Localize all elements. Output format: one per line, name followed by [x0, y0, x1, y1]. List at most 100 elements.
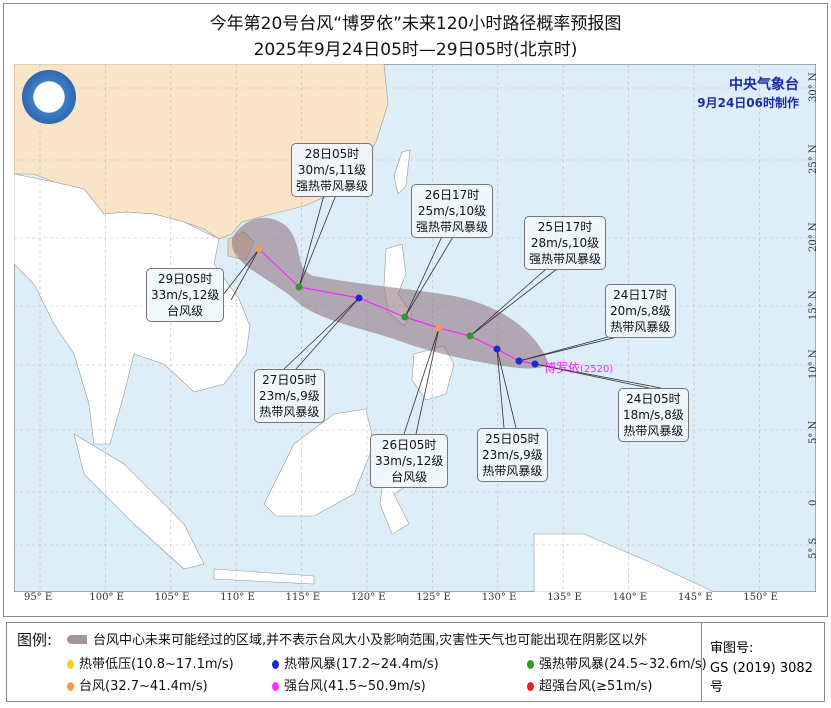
forecast-level: 台风级: [391, 470, 428, 484]
forecast-level: 强热带风暴级: [416, 220, 489, 234]
leader-line: [298, 194, 325, 288]
latitude-label: 15° N: [808, 290, 819, 320]
leader-line: [469, 261, 555, 337]
latitude-label: 20° N: [808, 222, 819, 252]
leader-line: [404, 231, 445, 318]
longitude-label: 115° E: [285, 592, 321, 603]
legend-item-sty: 强台风(41.5~50.9m/s): [272, 675, 426, 694]
leader-line: [415, 327, 440, 435]
legend-item-label: 超强台风(≥51m/s): [539, 679, 653, 694]
longitude-label: 135° E: [547, 592, 582, 603]
forecast-time: 27日05时: [262, 373, 317, 387]
taiwan: [393, 149, 411, 195]
forecast-point-ts-icon: [531, 360, 539, 368]
typhoon-symbol-icon: [527, 682, 534, 691]
forecast-level: 热带风暴级: [610, 320, 671, 334]
typhoon-symbol-icon: [272, 682, 279, 691]
map-canvas: [14, 64, 816, 592]
forecast-wind: 23m/s,9级: [482, 448, 543, 462]
longitude-label: 140° E: [612, 592, 648, 603]
leader-line: [496, 348, 517, 429]
legend-item-ts: 热带风暴(17.2~24.4m/s): [272, 653, 439, 672]
longitude-label: 145° E: [678, 592, 713, 603]
typhoon-name: 博罗依: [544, 361, 581, 375]
cone-swatch-icon: [67, 635, 87, 644]
longitude-label: 130° E: [481, 592, 517, 603]
typhoon-symbol-icon: [67, 682, 74, 691]
forecast-time: 24日05时: [626, 392, 681, 406]
forecast-point-ts-icon: [355, 294, 363, 302]
leader-line: [295, 297, 360, 370]
leader-line: [469, 261, 567, 337]
legend: 图例: 台风中心未来可能经过的区域,并不表示台风大小及影响范围,灾害性天气也可能…: [6, 622, 825, 702]
legend-item-label: 热带低压(10.8~17.1m/s): [79, 657, 234, 672]
forecast-level: 台风级: [167, 304, 204, 318]
longitude-label: 100° E: [89, 592, 124, 603]
typhoon-symbol-icon: [527, 660, 534, 669]
latitude-label: 25° N: [808, 144, 819, 174]
probability-cone: [231, 217, 549, 369]
review-number-panel: 审图号: GS (2019) 3082号: [701, 623, 824, 701]
latitude-label: 30° N: [808, 72, 819, 102]
forecast-label-box: 25日05时 23m/s,9级 热带风暴级: [477, 428, 548, 482]
legend-item-ty: 台风(32.7~41.4m/s): [67, 675, 208, 694]
forecast-label-box: 26日17时 25m/s,10级 强热带风暴级: [411, 184, 494, 238]
java: [213, 568, 315, 585]
typhoon-code: (2520): [580, 364, 614, 375]
forecast-wind: 28m/s,10级: [530, 236, 600, 250]
forecast-level: 热带风暴级: [259, 405, 320, 419]
longitude-label: 105° E: [154, 592, 190, 603]
forecast-wind: 33m/s,12级: [375, 454, 444, 468]
longitude-label: 125° E: [416, 592, 451, 603]
map-title: 今年第20号台风“博罗依”未来120小时路径概率预报图: [209, 14, 622, 34]
map-subtitle: 2025年9月24日05时—29日05时(北京时): [253, 40, 578, 60]
legend-item-sts: 强热带风暴(24.5~32.6m/s): [527, 653, 707, 672]
leader-line: [534, 363, 662, 389]
forecast-time: 26日05时: [381, 438, 437, 452]
forecast-label-box: 28日05时 30m/s,11级 强热带风暴级: [291, 143, 374, 197]
leader-line: [403, 327, 440, 435]
forecast-level: 强热带风暴级: [529, 252, 602, 266]
leader-line: [283, 297, 360, 370]
frame: [3, 3, 828, 617]
forecast-wind: 33m/s,12级: [151, 288, 220, 302]
typhoon-symbol-icon: [272, 660, 279, 669]
legend-item-super: 超强台风(≥51m/s): [527, 675, 652, 694]
latitude-label: 0: [808, 499, 819, 506]
sumatra: [73, 433, 205, 570]
forecast-time: 25日05时: [485, 432, 540, 446]
legend-item-label: 强台风(41.5~50.9m/s): [284, 679, 426, 694]
forecast-time: 26日17时: [424, 188, 480, 202]
forecast-time: 24日17时: [613, 288, 668, 302]
longitude-label: 95° E: [24, 592, 53, 603]
forecast-wind: 30m/s,11级: [297, 163, 367, 177]
forecast-time: 29日05时: [157, 272, 213, 286]
new-guinea: [533, 533, 715, 592]
legend-item-label: 台风(32.7~41.4m/s): [79, 679, 208, 694]
forecast-label-box: 27日05时 23m/s,9级 热带风暴级: [254, 369, 325, 423]
forecast-point-ts-icon: [493, 345, 501, 353]
longitude-label: 120° E: [351, 592, 386, 603]
leader-line: [218, 248, 260, 301]
legend-item-label: 强热带风暴(24.5~32.6m/s): [539, 657, 707, 672]
longitude-label: 110° E: [220, 592, 255, 603]
agency-name: 中央气象台: [729, 77, 799, 93]
forecast-wind: 18m/s,8级: [623, 408, 684, 422]
agency-block: 中央气象台 9月24日06时制作: [697, 74, 799, 111]
typhoon-symbol-icon: [67, 660, 74, 669]
review-number: GS (2019) 3082号: [710, 661, 813, 695]
forecast-label-box: 26日05时 33m/s,12级 台风级: [370, 434, 449, 488]
forecast-label-box: 24日17时 20m/s,8级 热带风暴级: [605, 284, 676, 338]
legend-cone-text: 台风中心未来可能经过的区域,并不表示台风大小及影响范围,灾害性天气也可能出现在阴…: [93, 633, 648, 648]
longitude-label: 150° E: [743, 592, 778, 603]
forecast-level: 强热带风暴级: [296, 179, 369, 193]
legend-cone: 台风中心未来可能经过的区域,并不表示台风大小及影响范围,灾害性天气也可能出现在阴…: [67, 629, 647, 648]
issue-time: 9月24日06时制作: [697, 96, 799, 110]
latitude-label: 10° N: [808, 349, 819, 379]
leader-line: [298, 194, 337, 288]
forecast-point-sts-icon: [295, 283, 303, 291]
forecast-point-ts-icon: [515, 357, 523, 365]
forecast-point-ty-icon: [435, 324, 443, 332]
forecast-wind: 20m/s,8级: [610, 304, 671, 318]
